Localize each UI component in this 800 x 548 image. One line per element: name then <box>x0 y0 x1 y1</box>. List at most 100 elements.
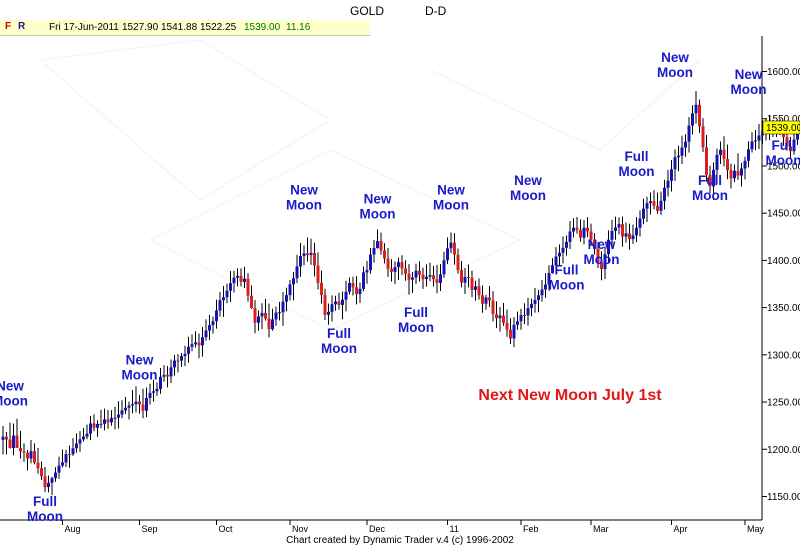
annotation-word: New <box>364 192 392 207</box>
candle-up <box>222 297 225 301</box>
candle-up <box>670 169 673 181</box>
annotation-word: Moon <box>360 207 396 222</box>
candle-up <box>327 311 330 315</box>
candle-up <box>498 315 502 319</box>
candle-down <box>600 262 603 270</box>
candle-down <box>418 270 421 275</box>
annotation-word: Moon <box>321 341 357 356</box>
candle-up <box>540 289 544 296</box>
candle-up <box>127 405 131 408</box>
candle-up <box>334 301 337 305</box>
candle-down <box>253 307 257 323</box>
candle-up <box>208 325 211 331</box>
candle-down <box>267 318 271 330</box>
annotation-word: Moon <box>122 367 158 382</box>
candle-up <box>796 129 799 140</box>
candle-up <box>533 299 537 304</box>
candle-up <box>145 397 148 411</box>
candle-up <box>551 265 554 274</box>
candle-up <box>673 157 677 170</box>
candle-up <box>71 448 75 455</box>
candle-up <box>89 423 92 434</box>
full-moon-label: Full Moon <box>321 326 357 356</box>
candle-up <box>750 141 754 150</box>
candle-down <box>40 468 43 477</box>
candle-down <box>726 159 729 171</box>
candle-up <box>631 235 635 240</box>
f-button[interactable]: F <box>5 21 12 32</box>
candle-up <box>516 321 519 325</box>
candle-down <box>383 250 386 259</box>
annotation-word: Moon <box>433 197 469 212</box>
full-moon-label: Full Moon <box>692 173 728 203</box>
candle-up <box>376 241 379 249</box>
candle-up <box>614 227 617 232</box>
watermark-lines <box>38 39 701 331</box>
candle-up <box>274 312 278 320</box>
annotation-word: Moon <box>584 252 620 267</box>
y-tick-label: 1200.00 <box>767 445 800 456</box>
annotation-word: Full <box>33 494 57 509</box>
candle-down <box>596 248 600 263</box>
candle-up <box>152 391 155 393</box>
candle-up <box>124 407 127 411</box>
x-tick-label: Apr <box>674 524 688 534</box>
candle-up <box>50 478 54 483</box>
candle-down <box>306 253 309 256</box>
candle-up <box>638 218 642 228</box>
candle-up <box>57 465 61 473</box>
r-button[interactable]: R <box>18 21 26 32</box>
candle-up <box>484 297 488 304</box>
annotation-word: New <box>514 173 542 188</box>
candle-down <box>337 301 341 305</box>
candle-up <box>526 308 530 316</box>
candle-up <box>743 160 747 169</box>
candle-up <box>85 433 89 437</box>
candle-up <box>344 291 348 300</box>
last-price-marker: 1539.00 <box>762 120 800 135</box>
candle-down <box>628 233 631 240</box>
candle-up <box>719 149 722 155</box>
y-axis: 1150.00 1200.00 1250.00 1300.00 1350.00 1400.… <box>762 67 800 503</box>
candle-down <box>400 262 404 269</box>
candle-up <box>131 404 134 406</box>
info-date: Fri 17-Jun-2011 <box>49 22 119 33</box>
candle-down <box>138 401 141 405</box>
candle-down <box>92 423 96 428</box>
candle-up <box>565 241 568 248</box>
candle-up <box>754 140 757 142</box>
candle-down <box>477 286 481 296</box>
candle-up <box>64 454 68 463</box>
candle-down <box>404 268 407 274</box>
candle-up <box>684 141 687 148</box>
candle-up <box>603 254 607 270</box>
candle-up <box>201 337 204 346</box>
candle-up <box>414 270 418 278</box>
y-tick-label: 1450.00 <box>767 209 800 220</box>
chart-period: D-D <box>425 4 447 18</box>
candle-down <box>141 404 145 411</box>
candle-down <box>505 323 509 330</box>
candle-up <box>558 252 561 257</box>
candle-down <box>705 147 708 175</box>
y-tick-label: 1350.00 <box>767 303 800 314</box>
annotation-word: Moon <box>286 197 322 212</box>
candle-down <box>33 451 36 463</box>
candle-down <box>523 315 526 317</box>
candle-up <box>348 282 351 292</box>
next-new-moon-note: Next New Moon July 1st <box>478 387 662 404</box>
candle-down <box>264 312 267 319</box>
candle-down <box>453 242 456 255</box>
candle-down <box>722 149 726 160</box>
annotation-word: New <box>290 182 318 197</box>
candle-down <box>460 270 463 283</box>
chart-title-bar: GOLD D-D <box>0 0 800 20</box>
candle-up <box>428 275 432 277</box>
candle-up <box>278 312 281 314</box>
candle-up <box>439 274 442 283</box>
annotation-word: New <box>126 352 154 367</box>
